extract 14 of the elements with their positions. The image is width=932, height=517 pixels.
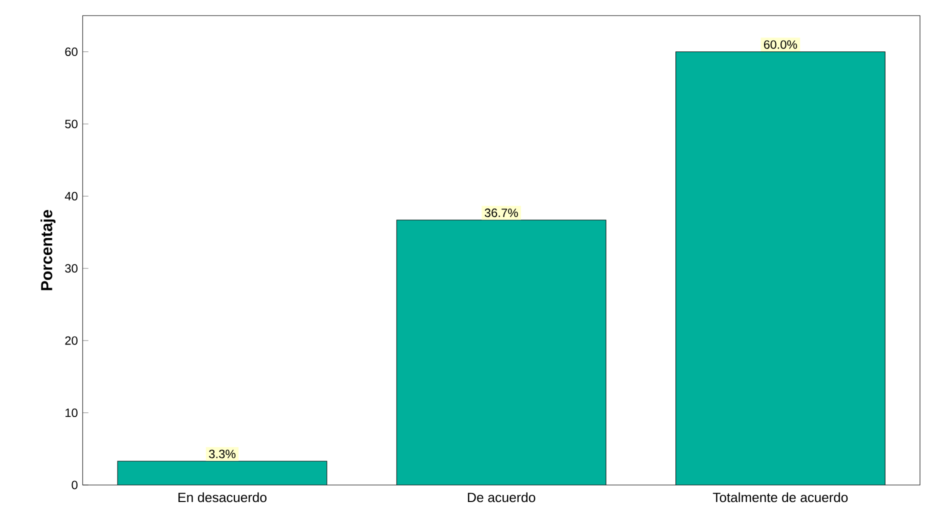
data-label: 36.7% xyxy=(484,208,518,218)
y-tick-label: 40 xyxy=(64,192,78,200)
data-label: 60.0% xyxy=(764,40,798,49)
y-tick-label: 30 xyxy=(65,264,78,273)
y-tick-label: 60 xyxy=(65,48,78,56)
y-tick-label: 50 xyxy=(65,120,78,128)
data-label: 3.3% xyxy=(209,450,236,458)
x-tick-label: Totalmente de acuerdo xyxy=(712,492,848,502)
y-axis-title: Porcentaje xyxy=(40,210,56,290)
x-tick-label: De acuerdo xyxy=(468,492,536,502)
y-tick-label: 10 xyxy=(66,408,78,418)
y-tick-label: 0 xyxy=(72,480,78,490)
x-tick-label: En desacuerdo xyxy=(178,492,266,502)
y-tick-label: 20 xyxy=(65,336,78,345)
